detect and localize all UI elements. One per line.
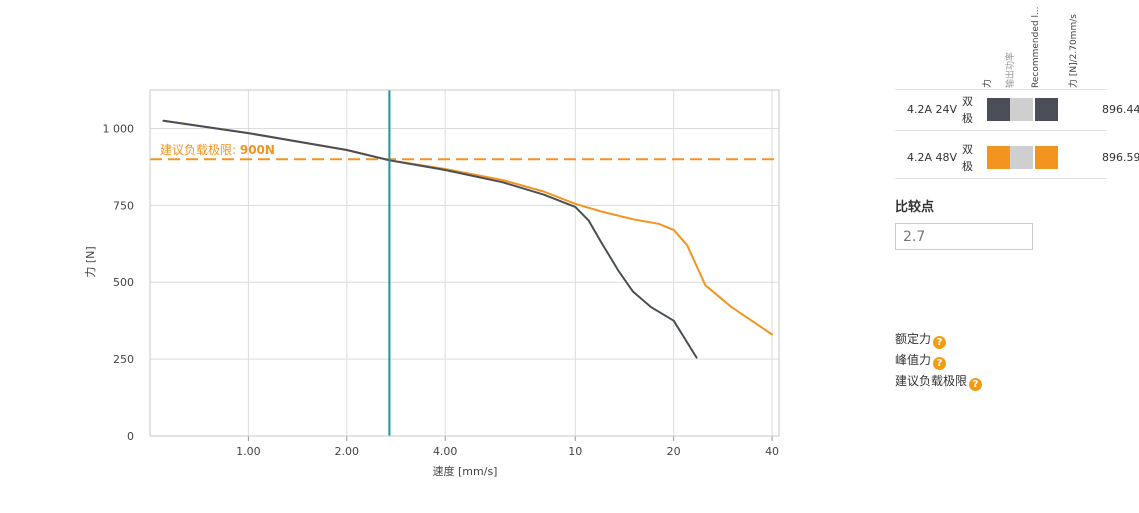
power-swatch[interactable] xyxy=(1010,98,1033,121)
x-tick-label: 20 xyxy=(667,445,681,458)
y-tick-labels: 0 250 500 750 1 000 xyxy=(103,122,135,443)
legend-row-48v[interactable]: 4.2A 48V 双极 896.59 xyxy=(895,138,1139,179)
force-speed-chart: 建议负载极限: 900N 1.00 2.00 4.00 10 20 40 0 250 500 7… xyxy=(84,89,780,478)
y-axis-title: 力 [N] xyxy=(84,246,97,277)
x-tick-label: 1.00 xyxy=(236,445,261,458)
polarity-label: 双极 xyxy=(962,143,973,173)
info-label: 建议负载极限 xyxy=(895,374,968,388)
info-label: 额定力 xyxy=(895,332,932,346)
legend-row-24v[interactable]: 4.2A 24V 双极 896.44 xyxy=(895,89,1139,131)
force-value: 896.44 xyxy=(1102,103,1139,116)
y-tick-label: 250 xyxy=(113,353,134,366)
plot-border xyxy=(149,89,780,437)
power-swatch[interactable] xyxy=(1010,146,1033,169)
legend-header-label: 力 xyxy=(983,78,993,88)
y-tick-label: 500 xyxy=(113,276,134,289)
grid-lines xyxy=(150,90,779,441)
force-swatch[interactable] xyxy=(987,98,1010,121)
polarity-label: 双极 xyxy=(962,95,973,125)
y-tick-label: 1 000 xyxy=(103,122,135,135)
x-tick-labels: 1.00 2.00 4.00 10 20 40 xyxy=(236,445,779,458)
help-icon[interactable]: ? xyxy=(933,336,947,349)
compare-point-label: 比较点 xyxy=(895,200,935,215)
info-rated-force[interactable]: 额定力? xyxy=(895,330,947,349)
info-peak-force[interactable]: 峰值力? xyxy=(895,351,947,370)
series-group xyxy=(162,119,774,359)
legend-header-power: 输出功率 xyxy=(1006,8,1033,88)
y-tick-label: 750 xyxy=(113,199,134,212)
motor-label: 4.2A 48V xyxy=(907,151,958,164)
info-recommended-load-limit[interactable]: 建议负载极限? xyxy=(895,372,983,391)
threshold-label: 建议负载极限: 900N xyxy=(160,143,275,157)
x-axis-title: 速度 [mm/s] xyxy=(433,464,498,478)
compare-point-input[interactable] xyxy=(895,223,1033,250)
legend-header-recommended: Recommended l... xyxy=(1031,6,1058,88)
y-tick-label: 0 xyxy=(127,430,134,443)
x-tick-label: 4.00 xyxy=(433,445,458,458)
help-icon[interactable]: ? xyxy=(969,378,983,391)
threshold-group: 建议负载极限: 900N xyxy=(150,143,779,161)
x-tick-label: 40 xyxy=(765,445,779,458)
legend-header-label: Recommended l... xyxy=(1031,6,1041,88)
info-label: 峰值力 xyxy=(895,353,932,367)
force-swatch[interactable] xyxy=(987,146,1010,169)
legend-header-label: 输出功率 xyxy=(1006,51,1016,88)
recommended-swatch[interactable] xyxy=(1035,98,1058,121)
motor-label: 4.2A 24V xyxy=(907,103,958,116)
legend-header-label: 力 [N]/2.70mm/s xyxy=(1069,14,1079,88)
x-tick-label: 10 xyxy=(568,445,582,458)
legend-header-force-at-point: 力 [N]/2.70mm/s xyxy=(1069,8,1096,88)
force-value: 896.59 xyxy=(1102,151,1139,164)
series-line xyxy=(162,119,698,359)
help-icon[interactable]: ? xyxy=(933,357,947,370)
recommended-swatch[interactable] xyxy=(1035,146,1058,169)
x-tick-label: 2.00 xyxy=(335,445,360,458)
